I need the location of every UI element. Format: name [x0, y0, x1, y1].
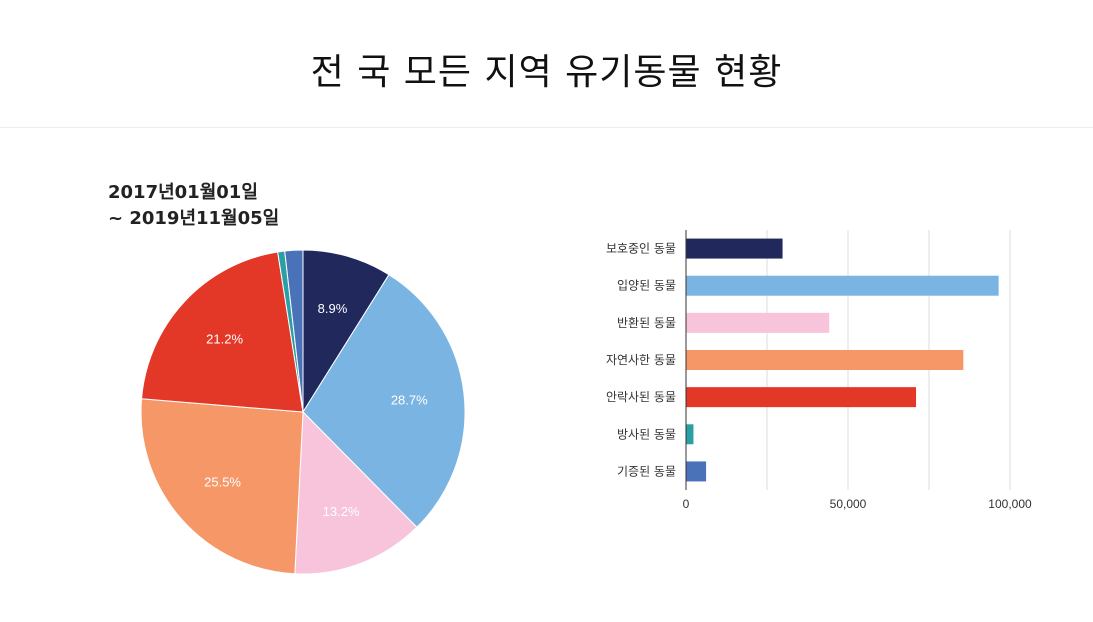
bar — [686, 350, 964, 370]
tick-label: 0 — [683, 497, 690, 511]
pie-slice — [294, 410, 418, 575]
bar — [686, 424, 694, 445]
pie-slice — [140, 398, 304, 575]
category-label: 자연사한 동물 — [606, 353, 676, 367]
bar — [686, 238, 783, 259]
category-label: 방사된 동물 — [617, 427, 676, 441]
date-range: 2017년01월01일 ~ 2019년11월05일 — [108, 180, 279, 232]
page-header: 전 국 모든 지역 유기동물 현황 — [0, 0, 1093, 128]
date-to: ~ 2019년11월05일 — [108, 208, 280, 229]
pie-slice — [302, 249, 390, 414]
pie-slice-label: 28.7% — [391, 392, 428, 407]
pie-slice — [141, 251, 304, 413]
tick-label: 50,000 — [830, 497, 867, 511]
bar — [686, 275, 999, 296]
bar — [686, 461, 707, 482]
bar — [686, 387, 917, 408]
category-label: 기증된 동물 — [617, 464, 676, 478]
pie-slice-label: 13.2% — [323, 504, 360, 519]
date-from: 2017년01월01일 — [108, 182, 258, 203]
pie-slice — [302, 273, 466, 528]
tick-label: 100,000 — [988, 497, 1032, 511]
pie-slice-label: 21.2% — [206, 331, 243, 346]
category-label: 안락사된 동물 — [606, 390, 676, 404]
pie-slice-label: 25.5% — [204, 474, 241, 489]
category-label: 보호중인 동물 — [606, 242, 676, 256]
bar — [686, 312, 830, 333]
pie-slice-label: 8.9% — [318, 301, 348, 316]
pie-slice — [284, 249, 304, 413]
category-label: 반환된 동물 — [617, 316, 676, 330]
page-title: 전 국 모든 지역 유기동물 현황 — [310, 51, 783, 93]
category-label: 입양된 동물 — [617, 279, 676, 293]
